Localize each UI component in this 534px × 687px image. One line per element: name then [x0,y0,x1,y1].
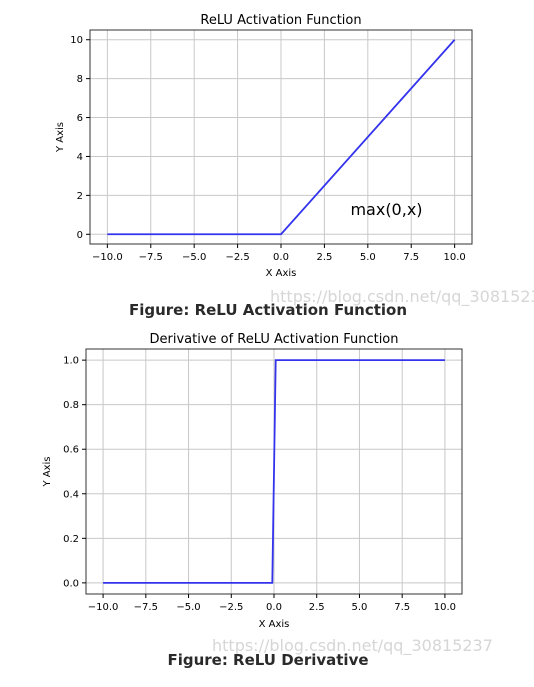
annotation-0: max(0,x) [350,200,422,219]
series-line-0 [103,359,445,584]
y-axis-label: Y Axis [42,456,53,487]
y-tick-label-4: 0.8 [63,400,79,411]
y-axis-label: Y Axis [55,122,66,153]
relu-chart: −10.0 −7.5 −5.0 −2.5 0.0 2.5 5.0 7.5 10.0 0 2 4 6 8 10… [55,13,473,279]
x-tick-label-6: 5.0 [352,602,368,613]
x-tick-label-4: 0.0 [273,252,289,263]
series-line-0 [107,39,456,236]
y-tick-label-0: 0.0 [63,578,79,589]
x-tick-label-5: 2.5 [316,252,332,263]
y-tick-label-4: 8 [77,74,83,85]
y-tick-label-3: 0.6 [63,445,79,456]
x-tick-label-8: 10.0 [444,252,466,263]
x-tick-label-3: −2.5 [219,602,243,613]
y-tick-label-0: 0 [77,230,83,241]
x-tick-label-0: −10.0 [92,252,123,263]
y-tick-label-1: 0.2 [63,534,79,545]
y-tick-label-2: 4 [77,152,83,163]
watermark-1: https://blog.csdn.net/qq_30815237 [270,287,534,307]
watermark-2: https://blog.csdn.net/qq_30815237 [212,636,493,656]
x-tick-label-2: −5.0 [176,602,200,613]
x-tick-label-7: 7.5 [403,252,419,263]
chart-title: Derivative of ReLU Activation Function [149,332,398,347]
x-tick-label-4: 0.0 [266,602,282,613]
x-tick-label-0: −10.0 [88,602,119,613]
y-tick-label-1: 2 [77,191,83,202]
x-tick-label-3: −2.5 [225,252,249,263]
caption-derivative: Figure: ReLU Derivative [167,651,368,669]
y-tick-label-2: 0.4 [63,489,79,500]
x-axis-label: X Axis [266,268,297,279]
x-tick-label-1: −7.5 [134,602,158,613]
x-tick-label-6: 5.0 [360,252,376,263]
x-tick-label-5: 2.5 [309,602,325,613]
relu-derivative-chart: −10.0 −7.5 −5.0 −2.5 0.0 2.5 5.0 7.5 10.0 0.0 0.2 0… [42,332,463,630]
y-tick-label-5: 1.0 [63,356,79,367]
x-tick-label-1: −7.5 [139,252,163,263]
y-tick-label-3: 6 [77,113,83,124]
x-tick-label-2: −5.0 [182,252,206,263]
caption-relu: Figure: ReLU Activation Function [129,301,407,319]
chart-title: ReLU Activation Function [200,13,361,28]
y-tick-label-5: 10 [70,35,83,46]
x-tick-label-7: 7.5 [394,602,410,613]
x-tick-label-8: 10.0 [434,602,456,613]
x-axis-label: X Axis [259,619,290,630]
